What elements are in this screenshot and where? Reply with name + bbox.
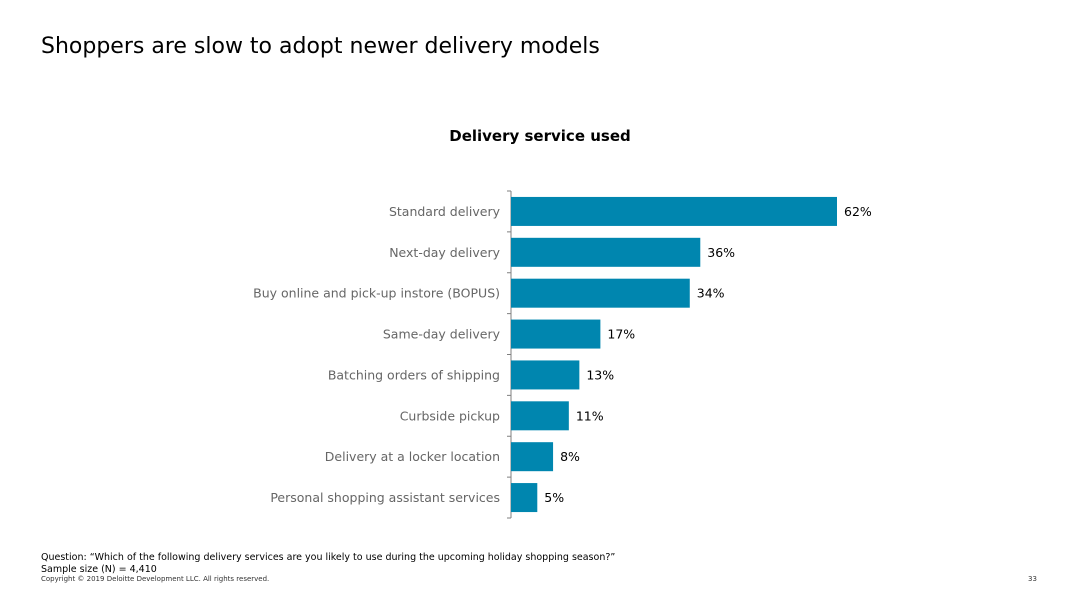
data-label: 8%	[560, 449, 580, 464]
bar	[511, 278, 690, 308]
chart-title: Delivery service used	[449, 127, 631, 145]
data-label: 36%	[707, 245, 735, 260]
data-label: 17%	[607, 327, 635, 342]
sample-size: Sample size (N) = 4,410	[41, 564, 157, 575]
category-label: Buy online and pick-up instore (BOPUS)	[253, 286, 500, 301]
data-label: 11%	[576, 408, 604, 423]
slide-title: Shoppers are slow to adopt newer deliver…	[41, 34, 600, 59]
data-label: 13%	[586, 367, 614, 382]
category-label: Same-day delivery	[383, 327, 501, 342]
bar	[511, 483, 538, 513]
category-label: Batching orders of shipping	[328, 367, 500, 382]
bar	[511, 237, 701, 267]
copyright-notice: Copyright © 2019 Deloitte Development LL…	[41, 575, 270, 583]
bar	[511, 196, 837, 226]
page-number: 33	[1028, 575, 1037, 583]
bar	[511, 319, 601, 349]
bars-layer: Standard delivery 62% Next-day delivery 36%…	[253, 190, 872, 519]
category-label: Delivery at a locker location	[325, 449, 500, 464]
survey-question: Question: “Which of the following delive…	[41, 552, 616, 563]
data-label: 5%	[544, 490, 564, 505]
category-label: Curbside pickup	[400, 408, 500, 423]
data-label: 34%	[697, 286, 725, 301]
bar	[511, 442, 554, 472]
category-label: Personal shopping assistant services	[270, 490, 500, 505]
category-label: Next-day delivery	[389, 245, 500, 260]
bar	[511, 401, 569, 431]
category-label: Standard delivery	[389, 204, 501, 219]
data-label: 62%	[844, 204, 872, 219]
bar	[511, 360, 580, 390]
